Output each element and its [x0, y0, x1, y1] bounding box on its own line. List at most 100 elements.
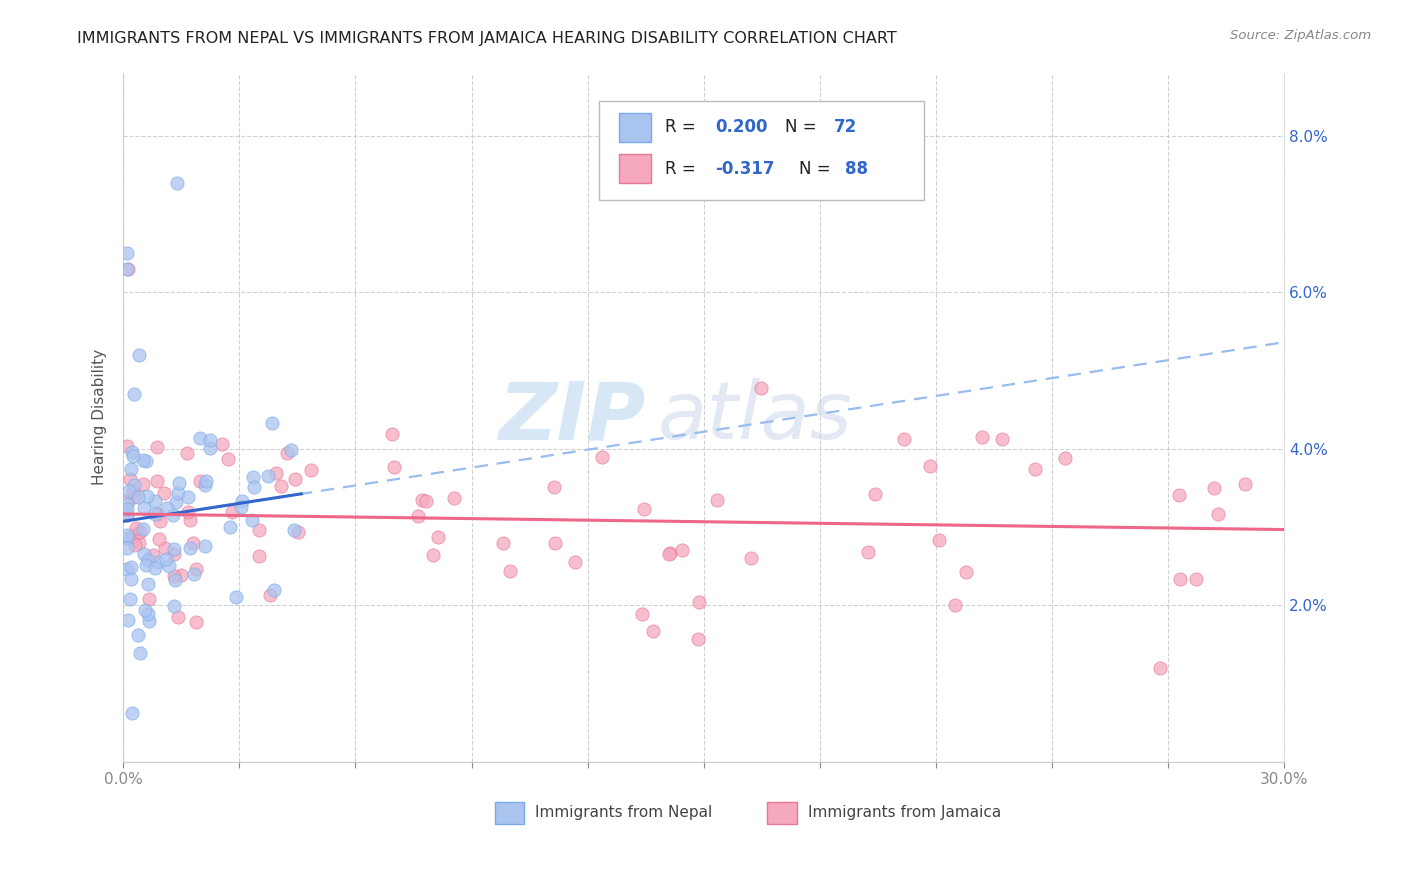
Point — [120, 573, 142, 587]
Point — [115, 501, 138, 516]
Point — [132, 476, 155, 491]
Point — [117, 614, 139, 628]
Point — [118, 483, 141, 498]
Point — [134, 501, 156, 516]
Text: N =: N = — [785, 118, 821, 136]
Point — [165, 495, 187, 509]
Point — [132, 452, 155, 467]
Point — [231, 494, 253, 508]
Text: atlas: atlas — [657, 378, 852, 457]
Point — [991, 432, 1014, 446]
Point — [166, 486, 188, 500]
Point — [955, 565, 977, 579]
Point — [247, 549, 270, 563]
Point — [219, 520, 242, 534]
Point — [1185, 572, 1208, 586]
Point — [492, 535, 515, 549]
Point — [136, 577, 159, 591]
Point — [121, 444, 143, 458]
Text: 88: 88 — [845, 161, 869, 178]
Point — [198, 442, 221, 456]
Point — [1168, 572, 1191, 586]
Point — [231, 500, 253, 514]
Point — [153, 541, 176, 556]
Point — [893, 432, 915, 446]
Point — [262, 416, 284, 430]
Point — [177, 505, 200, 519]
Point — [132, 547, 155, 561]
Point — [145, 440, 167, 454]
Point — [1208, 507, 1230, 521]
Point — [165, 573, 187, 587]
Point — [155, 552, 177, 566]
Point — [149, 514, 172, 528]
Point — [134, 603, 156, 617]
Point — [128, 646, 150, 660]
Point — [136, 489, 159, 503]
Point — [659, 546, 682, 560]
Text: -0.317: -0.317 — [716, 161, 775, 178]
Point — [122, 529, 145, 543]
Point — [240, 513, 263, 527]
Point — [188, 431, 211, 445]
Point — [167, 475, 190, 490]
Point — [115, 508, 138, 523]
Point — [671, 543, 693, 558]
Point — [115, 531, 138, 545]
Text: Immigrants from Nepal: Immigrants from Nepal — [536, 805, 713, 820]
Point — [631, 607, 654, 622]
Point — [169, 567, 191, 582]
Point — [194, 539, 217, 553]
Point — [188, 474, 211, 488]
Point — [264, 467, 287, 481]
Point — [156, 501, 179, 516]
Point — [148, 532, 170, 546]
Point — [544, 535, 567, 549]
Point — [415, 493, 437, 508]
Point — [688, 595, 710, 609]
Point — [591, 450, 613, 465]
Point — [143, 508, 166, 522]
Point — [120, 591, 142, 606]
Point — [136, 553, 159, 567]
Point — [143, 494, 166, 508]
Point — [132, 522, 155, 536]
Text: ZIP: ZIP — [498, 378, 645, 457]
Text: R =: R = — [665, 118, 702, 136]
Point — [247, 523, 270, 537]
Point — [115, 562, 138, 576]
FancyBboxPatch shape — [619, 113, 651, 142]
Point — [1149, 661, 1171, 675]
Point — [284, 471, 307, 485]
Point — [706, 493, 728, 508]
Text: 72: 72 — [834, 118, 856, 136]
Point — [543, 480, 565, 494]
Point — [177, 491, 200, 505]
Point — [221, 505, 243, 519]
Point — [270, 479, 292, 493]
Point — [121, 706, 143, 720]
FancyBboxPatch shape — [495, 802, 524, 823]
Point — [138, 592, 160, 607]
FancyBboxPatch shape — [619, 154, 651, 183]
Point — [129, 524, 152, 539]
Point — [117, 261, 139, 276]
Point — [198, 433, 221, 447]
Point — [163, 568, 186, 582]
Point — [143, 561, 166, 575]
Point — [443, 491, 465, 506]
Point — [856, 545, 879, 559]
Point — [142, 548, 165, 562]
Point — [120, 472, 142, 486]
Point — [287, 524, 309, 539]
Point — [225, 590, 247, 604]
Point — [115, 541, 138, 555]
Point — [152, 486, 174, 500]
Point — [138, 614, 160, 628]
Point — [633, 502, 655, 516]
Point — [1054, 451, 1077, 466]
Point — [686, 632, 709, 647]
Point — [1024, 462, 1046, 476]
Point — [115, 528, 138, 542]
Point — [928, 533, 950, 547]
